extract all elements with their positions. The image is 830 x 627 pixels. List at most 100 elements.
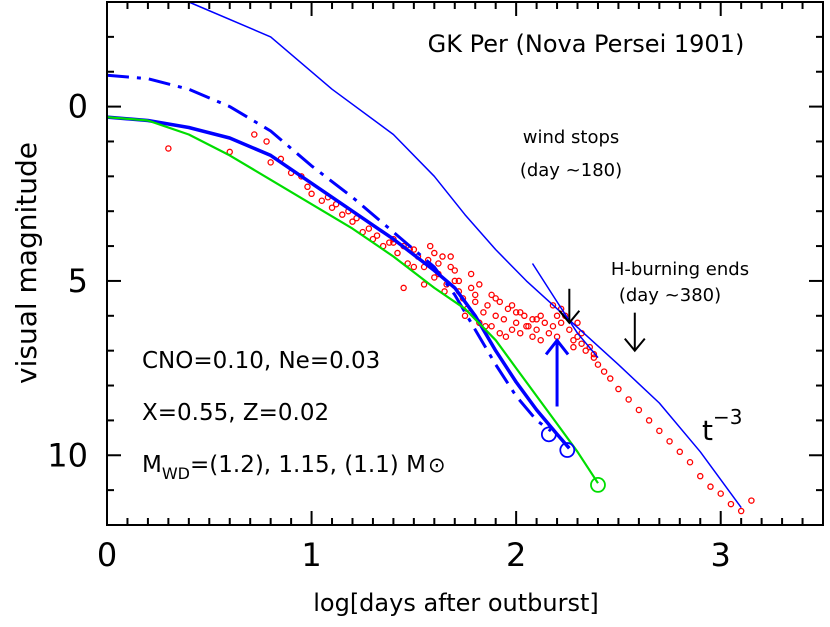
power-law-base: t bbox=[702, 414, 713, 447]
observation-point bbox=[737, 507, 745, 515]
plot-frame bbox=[106, 1, 824, 526]
model-curves-layer bbox=[106, 1, 742, 509]
observation-point bbox=[574, 319, 581, 327]
observation-point bbox=[267, 159, 274, 166]
observation-point bbox=[533, 326, 540, 333]
model-curve-dashdot-blue bbox=[106, 73, 552, 433]
observation-point bbox=[606, 375, 614, 382]
observation-point bbox=[516, 309, 524, 316]
observation-point bbox=[386, 239, 393, 246]
observation-point bbox=[435, 260, 442, 267]
observation-point bbox=[328, 204, 336, 211]
model-curve-thin-blue-segment bbox=[531, 263, 599, 359]
x-tick-label: 3 bbox=[711, 536, 731, 574]
power-law-exponent: −3 bbox=[713, 405, 742, 429]
mwd-prefix: M bbox=[142, 452, 162, 478]
observation-point bbox=[635, 406, 643, 414]
observation-point bbox=[488, 291, 495, 299]
observation-point bbox=[471, 291, 479, 299]
observation-point bbox=[553, 312, 561, 320]
observation-point bbox=[410, 246, 418, 253]
observation-point bbox=[451, 267, 459, 274]
observation-point bbox=[400, 284, 407, 292]
annotation-power-law: t−3 bbox=[702, 405, 742, 447]
observation-point bbox=[480, 309, 487, 316]
observation-point bbox=[500, 316, 508, 323]
observation-point bbox=[467, 284, 475, 292]
observation-point bbox=[541, 319, 549, 327]
observation-point bbox=[339, 211, 346, 218]
observation-point bbox=[349, 218, 356, 225]
observation-point bbox=[570, 336, 577, 344]
observation-point bbox=[590, 354, 598, 361]
observation-point bbox=[492, 295, 499, 302]
observation-point bbox=[525, 323, 532, 330]
observations-layer bbox=[165, 131, 755, 515]
observation-point bbox=[467, 270, 475, 278]
annotation-h-burning-line1: H-burning ends bbox=[611, 259, 749, 280]
observation-point bbox=[404, 260, 411, 267]
observation-point bbox=[304, 183, 311, 191]
observation-point bbox=[727, 500, 735, 508]
annotation-arrows-layer bbox=[544, 288, 646, 407]
observation-point bbox=[557, 319, 565, 327]
y-tick-label: 0 bbox=[68, 88, 88, 126]
annotation-mwd: MWD=(1.2), 1.15, (1.1) M⊙ bbox=[142, 452, 446, 483]
observation-point bbox=[686, 458, 694, 466]
observation-point bbox=[471, 298, 479, 306]
observation-point bbox=[410, 263, 418, 271]
chart-title: GK Per (Nova Persei 1901) bbox=[428, 30, 745, 58]
endpoint-marker bbox=[540, 426, 557, 443]
observation-point bbox=[533, 316, 540, 323]
observation-point bbox=[697, 472, 704, 480]
mwd-subscript: WD bbox=[162, 464, 190, 483]
observation-point bbox=[666, 438, 673, 445]
endpoint-marker bbox=[590, 477, 606, 493]
observation-point bbox=[508, 302, 516, 309]
observation-point bbox=[504, 305, 512, 313]
y-axis-title: visual magnitude bbox=[10, 142, 43, 384]
axis-ticks: 0 1 2 3 0 5 10 bbox=[47, 1, 824, 574]
observation-point bbox=[508, 326, 516, 333]
observation-point bbox=[251, 131, 258, 138]
observation-point bbox=[676, 448, 684, 456]
observation-point bbox=[431, 249, 438, 257]
x-tick-label: 2 bbox=[506, 536, 526, 574]
observation-point bbox=[431, 274, 438, 281]
sun-symbol: ⊙ bbox=[428, 453, 446, 477]
observation-point bbox=[537, 312, 544, 320]
observation-point bbox=[717, 490, 724, 497]
x-axis-title: log[days after outburst] bbox=[313, 589, 599, 617]
observation-point bbox=[426, 242, 434, 250]
mwd-suffix: =(1.2), 1.15, (1.1) M bbox=[190, 452, 426, 478]
endpoint-marker bbox=[559, 442, 576, 458]
observation-point bbox=[707, 483, 714, 490]
observation-point bbox=[502, 333, 510, 340]
observation-point bbox=[492, 312, 499, 320]
observation-point bbox=[615, 385, 622, 393]
observation-point bbox=[570, 343, 577, 351]
endpoint-markers-layer bbox=[540, 426, 606, 493]
y-tick-label: 5 bbox=[68, 262, 88, 300]
annotation-wind-stops-line1: wind stops bbox=[523, 127, 620, 148]
observation-point bbox=[488, 323, 495, 330]
model-curve-thin-blue bbox=[107, 1, 742, 509]
observation-point bbox=[582, 347, 589, 354]
observation-point bbox=[365, 225, 373, 232]
observation-point bbox=[447, 263, 454, 271]
observation-point bbox=[645, 417, 653, 424]
observation-point bbox=[523, 323, 530, 330]
arrow-h-burning-head bbox=[624, 338, 646, 353]
observation-point bbox=[496, 329, 504, 337]
x-tick-label: 0 bbox=[97, 536, 117, 574]
observation-point bbox=[451, 277, 459, 285]
observation-point bbox=[512, 309, 520, 316]
observation-point bbox=[165, 145, 172, 152]
annotation-cno: CNO=0.10, Ne=0.03 bbox=[142, 348, 380, 374]
observation-point bbox=[455, 277, 463, 285]
observation-point bbox=[529, 333, 536, 340]
observation-point bbox=[447, 253, 454, 260]
observation-point bbox=[748, 497, 755, 504]
observation-point bbox=[318, 197, 326, 204]
